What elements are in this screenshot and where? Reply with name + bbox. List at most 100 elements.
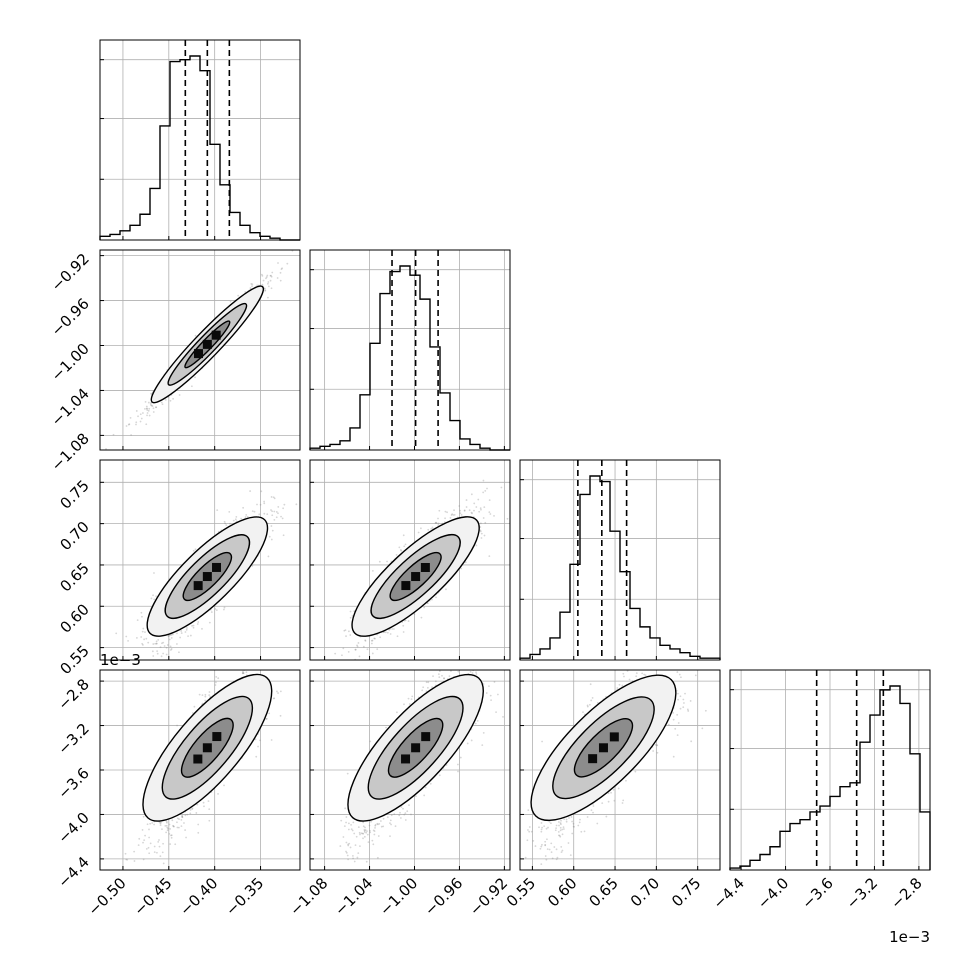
scatter-point: [275, 511, 278, 513]
scatter-point: [538, 476, 540, 478]
density-peak: [420, 562, 430, 572]
scatter-point: [145, 637, 148, 640]
scatter-point: [480, 537, 483, 539]
scatter-point: [204, 693, 207, 696]
scatter-point: [413, 613, 416, 616]
scatter-point: [276, 277, 279, 279]
scatter-point: [149, 403, 152, 405]
scatter-point: [144, 631, 146, 634]
scatter-point: [155, 595, 158, 598]
scatter-point: [479, 530, 482, 533]
scatter-point: [215, 609, 218, 612]
scatter-point: [465, 506, 468, 508]
scatter-point: [144, 400, 147, 403]
scatter-point: [150, 404, 153, 407]
scatter-point: [261, 274, 264, 277]
scatter-point: [266, 513, 269, 516]
scatter-point: [203, 805, 205, 808]
scatter-point: [142, 627, 145, 630]
scatter-point: [438, 509, 441, 512]
scatter-point: [275, 516, 278, 519]
scatter-point: [378, 560, 381, 563]
scatter-point: [435, 596, 437, 599]
scatter-point: [135, 421, 138, 424]
scatter-point: [270, 525, 273, 527]
scatter-point: [279, 279, 282, 282]
scatter-point: [370, 642, 373, 645]
scatter-point: [242, 506, 245, 509]
scatter-point: [376, 648, 379, 651]
scatter-point: [152, 407, 155, 410]
scatter-point: [482, 479, 485, 482]
scatter-point: [263, 287, 266, 290]
scatter-point: [475, 544, 478, 547]
scatter-point: [129, 416, 132, 419]
scatter-point: [170, 834, 173, 837]
scatter-point: [399, 549, 402, 551]
scatter-point: [228, 510, 231, 513]
scatter-point: [342, 647, 345, 650]
scatter-panel-1-2: [309, 459, 540, 670]
scatter-point: [133, 860, 136, 862]
panel-frame: [309, 249, 511, 451]
scatter-point: [140, 636, 143, 638]
scatter-point: [139, 420, 142, 423]
scatter-point: [162, 641, 165, 644]
scatter-point: [142, 644, 144, 646]
y-tick-label: 0.55: [56, 642, 92, 678]
scatter-point: [402, 631, 405, 633]
scatter-point: [273, 519, 276, 521]
scatter-point: [169, 649, 172, 651]
scatter-point: [185, 836, 187, 839]
scatter-point: [251, 285, 253, 288]
scatter-panel-0-3: −0.50 −0.45 −0.40 −0.35−4.4−4.0−3.6−3.2−2.8…: [54, 651, 301, 919]
scatter-point: [244, 516, 247, 518]
scatter-point: [195, 812, 198, 814]
scatter-point: [259, 739, 261, 742]
scatter-point: [140, 611, 143, 614]
scatter-point: [356, 644, 358, 647]
scatter-point: [460, 514, 463, 516]
scatter-point: [152, 643, 155, 645]
scatter-point: [138, 878, 140, 880]
panel-frame: [309, 459, 511, 661]
scatter-point: [192, 626, 195, 629]
scatter-point: [374, 637, 376, 640]
scatter-point: [269, 274, 272, 277]
scatter-point: [148, 852, 151, 855]
scatter-point: [180, 630, 183, 632]
scatter-point: [260, 273, 263, 276]
scatter-point: [112, 433, 115, 436]
scatter-point: [145, 848, 148, 850]
scatter-point: [279, 271, 282, 274]
y-tick-label: −0.96: [48, 295, 93, 340]
histogram-step-line: [729, 685, 931, 870]
scatter-point: [178, 651, 180, 654]
scatter-point: [204, 699, 207, 702]
scatter-point: [105, 448, 107, 450]
scatter-point: [156, 851, 158, 854]
scatter-point: [180, 825, 183, 828]
scatter-point: [170, 634, 173, 636]
scatter-point: [266, 274, 269, 277]
scatter-point: [282, 534, 285, 537]
scatter-point: [150, 404, 152, 407]
scatter-point: [152, 594, 154, 597]
y-tick-label: 0.70: [56, 518, 92, 554]
scatter-point: [335, 668, 337, 670]
scatter-point: [156, 650, 159, 653]
scatter-point: [464, 561, 467, 564]
scatter-point: [255, 755, 258, 758]
scatter-point: [453, 509, 455, 512]
scatter-point: [150, 875, 152, 877]
scatter-point: [179, 636, 182, 639]
scatter-point: [446, 511, 448, 514]
scatter-point: [270, 275, 273, 278]
y-tick-label: −1.00: [48, 340, 93, 385]
x-offset-label: 1e−3: [889, 928, 930, 946]
scatter-point: [242, 666, 244, 668]
scatter-point: [224, 522, 227, 525]
scatter-point: [280, 268, 283, 271]
scatter-point: [169, 645, 172, 648]
scatter-point: [483, 506, 486, 508]
